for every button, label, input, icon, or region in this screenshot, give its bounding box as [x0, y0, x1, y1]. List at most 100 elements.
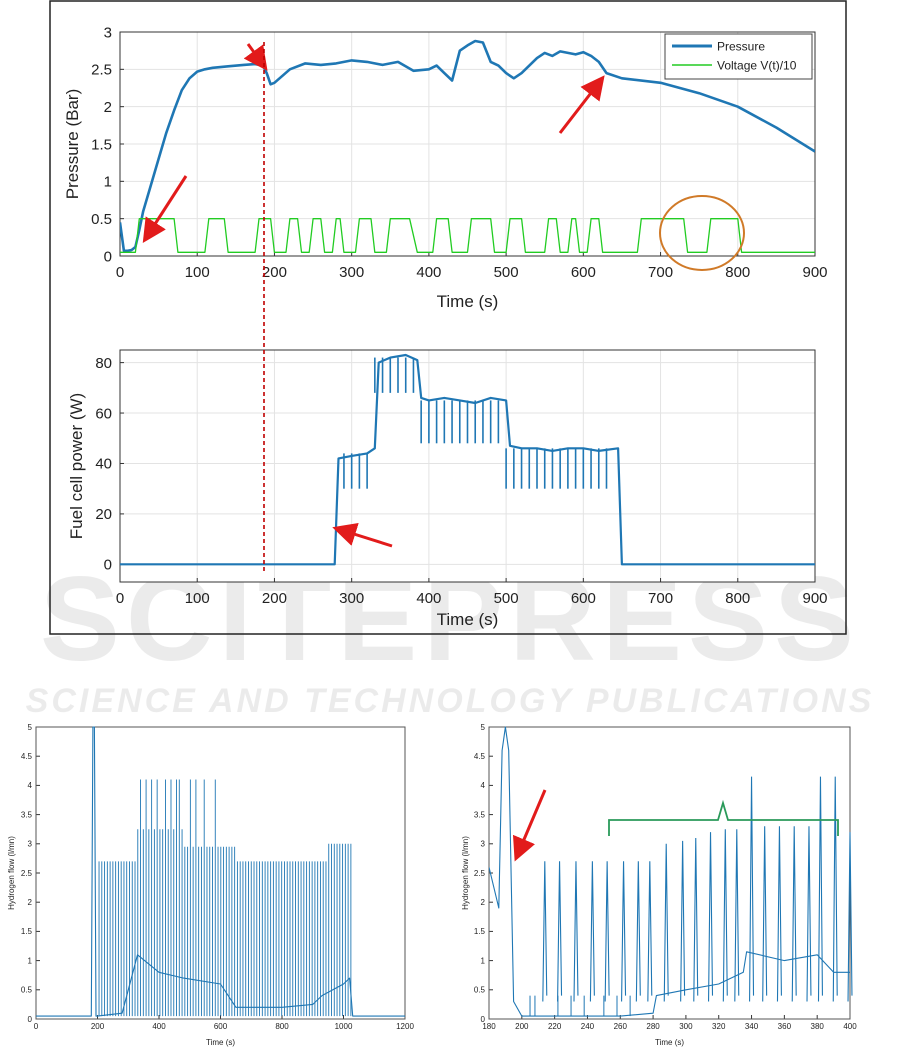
- flow-spike: [722, 829, 728, 1002]
- legend-label: Voltage V(t)/10: [717, 59, 797, 73]
- y-tick-label: 3.5: [474, 810, 486, 819]
- x-tick-label: 100: [185, 264, 210, 281]
- x-tick-label: 0: [116, 590, 124, 607]
- x-tick-label: 340: [745, 1022, 759, 1031]
- x-tick-label: 400: [416, 264, 441, 281]
- x-tick-label: 0: [116, 264, 124, 281]
- flow-spike: [647, 861, 653, 1002]
- x-tick-label: 800: [275, 1022, 289, 1031]
- x-tick-label: 180: [482, 1022, 496, 1031]
- y-tick-label: 2: [104, 99, 112, 116]
- y-tick-label: 4: [28, 781, 33, 790]
- x-tick-label: 320: [712, 1022, 726, 1031]
- y-tick-label: 4: [481, 781, 486, 790]
- series-line-1: [489, 726, 850, 1017]
- y-tick-label: 0: [104, 248, 112, 265]
- flow-spike: [621, 861, 627, 1002]
- x-tick-label: 1000: [335, 1022, 353, 1031]
- legend-box: [664, 33, 813, 80]
- y-tick-label: 0: [481, 1015, 486, 1024]
- y-tick-label: 2.5: [91, 62, 112, 79]
- flow-spike: [663, 843, 669, 1002]
- chart-2: 0 100 200 300 400 500 600 700 800 900 0 20 40 60 80 Tim…: [67, 349, 828, 629]
- x-axis-label: Time (s): [655, 1038, 684, 1047]
- x-tick-label: 200: [262, 264, 287, 281]
- chart-3: 0 200 400 600 800 1000 1200 0 0.5 1 1.5 2 2.5 3 3.5 4 4.…: [7, 723, 414, 1047]
- flow-spike: [817, 776, 823, 1002]
- x-tick-label: 100: [185, 590, 210, 607]
- flow-spike: [604, 861, 610, 1002]
- x-tick-label: 260: [614, 1022, 628, 1031]
- y-tick-label: 2.5: [474, 869, 486, 878]
- red-arrow: [332, 522, 393, 548]
- series-line-2: [120, 218, 815, 253]
- series-line-1: [36, 726, 405, 1017]
- x-tick-label: 500: [494, 264, 519, 281]
- flow-spike: [635, 861, 641, 1002]
- figure-frame: [49, 0, 847, 635]
- flow-spike: [791, 826, 797, 1002]
- y-tick-label: 1: [28, 956, 33, 965]
- x-tick-label: 300: [339, 590, 364, 607]
- flow-spike: [693, 837, 699, 1002]
- x-tick-label: 400: [843, 1022, 857, 1031]
- series-line-1: [120, 39, 815, 253]
- y-tick-label: 0.5: [91, 211, 112, 228]
- y-tick-label: 3.5: [21, 810, 33, 819]
- y-tick-label: 5: [28, 723, 33, 732]
- flow-spike: [806, 826, 812, 1002]
- y-tick-label: 5: [481, 723, 486, 732]
- x-tick-label: 900: [802, 264, 827, 281]
- flow-spikes-full: [98, 779, 352, 1017]
- flow-spike: [542, 861, 548, 1002]
- flow-spike: [762, 826, 768, 1002]
- x-tick-label: 600: [214, 1022, 228, 1031]
- plot-border: [35, 726, 406, 1020]
- red-arrow: [558, 75, 605, 134]
- x-tick-label: 700: [648, 590, 673, 607]
- plot-area: [120, 350, 815, 582]
- x-tick-label: 300: [679, 1022, 693, 1031]
- legend: Pressure Voltage V(t)/10: [664, 33, 813, 80]
- y-tick-label: 4.5: [474, 752, 486, 761]
- watermark-subtitle: SCIENCE AND TECHNOLOGY PUBLICATIONS: [26, 682, 875, 720]
- plot-border: [119, 349, 816, 583]
- x-tick-label: 900: [802, 590, 827, 607]
- x-tick-label: 380: [811, 1022, 825, 1031]
- x-tick-label: 300: [339, 264, 364, 281]
- x-axis-label: Time (s): [206, 1038, 235, 1047]
- x-tick-label: 800: [725, 264, 750, 281]
- y-tick-label: 4.5: [21, 752, 33, 761]
- charts-layer: 0 100 200 300 400 500 600 700 800 90000.511.522.5…: [7, 24, 857, 1047]
- red-arrow: [142, 175, 188, 244]
- y-tick-label: 40: [95, 456, 112, 473]
- x-tick-label: 280: [646, 1022, 660, 1031]
- y-tick-label: 2: [28, 898, 33, 907]
- y-tick-label: 20: [95, 506, 112, 523]
- y-tick-label: 0: [28, 1015, 33, 1024]
- x-tick-label: 200: [262, 590, 287, 607]
- flow-spikes-zoom: [529, 776, 853, 1017]
- y-tick-label: 1.5: [474, 927, 486, 936]
- y-tick-label: 3: [481, 840, 486, 849]
- flow-spike: [832, 776, 838, 1002]
- y-tick-label: 0.5: [474, 986, 486, 995]
- x-axis-label: Time (s): [437, 610, 499, 629]
- red-arrow: [512, 789, 547, 862]
- y-axis-label: Hydrogen flow (l/mn): [461, 836, 470, 910]
- x-tick-label: 400: [416, 590, 441, 607]
- y-tick-label: 1.5: [91, 136, 112, 153]
- y-axis-label: Fuel cell power (W): [67, 393, 86, 539]
- chart-4: 180 200 220 240 260 280 300 320 340 360 380 400 0 0.5…: [461, 723, 857, 1047]
- x-tick-label: 360: [778, 1022, 792, 1031]
- legend-label: Pressure: [717, 40, 765, 54]
- y-tick-label: 3: [28, 840, 33, 849]
- x-tick-label: 500: [494, 590, 519, 607]
- series-line-1: [120, 353, 815, 566]
- y-tick-label: 3: [104, 24, 112, 41]
- x-axis-label: Time (s): [437, 292, 499, 311]
- x-tick-label: 240: [581, 1022, 595, 1031]
- x-tick-label: 200: [91, 1022, 105, 1031]
- flow-spike: [776, 826, 782, 1002]
